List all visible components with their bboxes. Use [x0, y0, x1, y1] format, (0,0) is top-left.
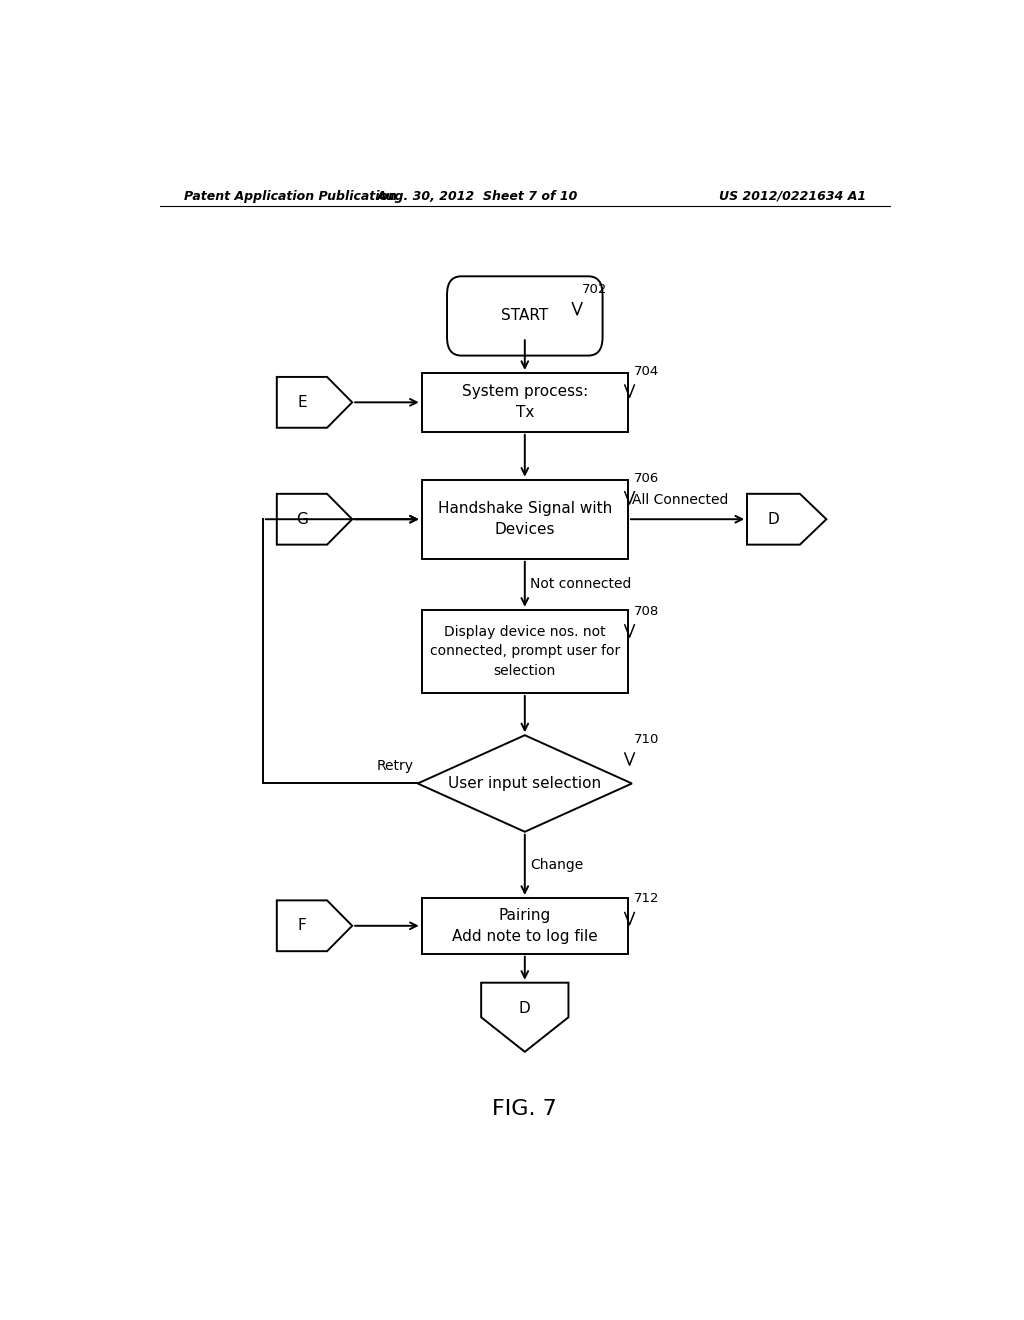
- Text: E: E: [297, 395, 307, 409]
- Text: All Connected: All Connected: [632, 494, 728, 507]
- Polygon shape: [481, 982, 568, 1052]
- Text: 710: 710: [634, 733, 659, 746]
- Text: US 2012/0221634 A1: US 2012/0221634 A1: [719, 190, 866, 202]
- Text: Patent Application Publication: Patent Application Publication: [183, 190, 396, 202]
- Text: START: START: [501, 309, 549, 323]
- Polygon shape: [276, 378, 352, 428]
- Text: Retry: Retry: [377, 759, 414, 774]
- Text: 704: 704: [634, 364, 659, 378]
- Polygon shape: [746, 494, 826, 545]
- Text: Not connected: Not connected: [530, 577, 632, 591]
- FancyBboxPatch shape: [447, 276, 602, 355]
- Bar: [422, 479, 628, 558]
- Text: Pairing
Add note to log file: Pairing Add note to log file: [452, 908, 598, 944]
- Text: FIG. 7: FIG. 7: [493, 1098, 557, 1119]
- Text: D: D: [519, 1001, 530, 1016]
- Bar: [422, 898, 628, 954]
- Bar: [422, 610, 628, 693]
- Text: G: G: [296, 512, 308, 527]
- Text: 706: 706: [634, 471, 659, 484]
- Polygon shape: [418, 735, 632, 832]
- Text: Handshake Signal with
Devices: Handshake Signal with Devices: [437, 502, 612, 537]
- Bar: [422, 372, 628, 432]
- Text: 708: 708: [634, 605, 659, 618]
- Text: Aug. 30, 2012  Sheet 7 of 10: Aug. 30, 2012 Sheet 7 of 10: [377, 190, 578, 202]
- Text: Change: Change: [530, 858, 584, 871]
- Text: D: D: [768, 512, 779, 527]
- Text: F: F: [298, 919, 306, 933]
- Text: 712: 712: [634, 892, 659, 906]
- Text: Display device nos. not
connected, prompt user for
selection: Display device nos. not connected, promp…: [430, 624, 620, 678]
- Polygon shape: [276, 494, 352, 545]
- Polygon shape: [276, 900, 352, 952]
- Text: System process:
Tx: System process: Tx: [462, 384, 588, 420]
- Text: 702: 702: [582, 282, 607, 296]
- Text: User input selection: User input selection: [449, 776, 601, 791]
